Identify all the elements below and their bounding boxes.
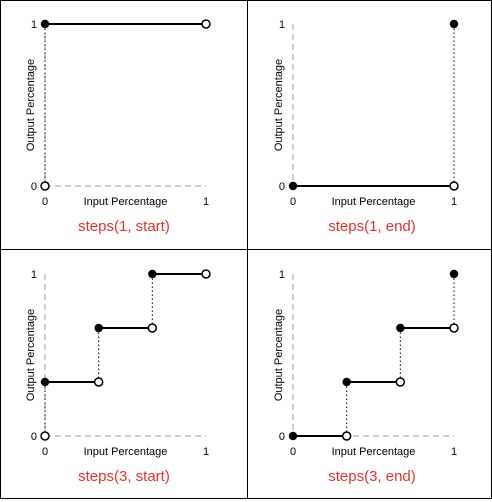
- closed-endpoint: [288, 431, 298, 441]
- x-axis-label: Input Percentage: [332, 446, 416, 458]
- x-tick-min: 0: [290, 196, 296, 208]
- closed-endpoint: [148, 269, 157, 279]
- x-tick-min: 0: [42, 196, 48, 208]
- y-axis-label: Output Percentage: [25, 59, 37, 151]
- x-tick-max: 1: [203, 446, 209, 458]
- panel-caption: steps(1, end): [328, 218, 416, 235]
- y-tick-max: 1: [279, 19, 285, 31]
- y-tick-min: 0: [31, 181, 37, 193]
- open-endpoint: [341, 431, 352, 441]
- y-axis-label: Output Percentage: [273, 59, 285, 151]
- closed-endpoint: [342, 377, 351, 387]
- y-axis-label: Output Percentage: [25, 309, 37, 401]
- x-tick-max: 1: [451, 446, 457, 458]
- open-endpoint: [449, 323, 459, 333]
- closed-endpoint: [40, 19, 50, 29]
- closed-endpoint: [449, 19, 459, 29]
- closed-endpoint: [396, 323, 405, 333]
- open-endpoint: [40, 181, 50, 191]
- x-tick-max: 1: [203, 196, 209, 208]
- x-axis-label: Input Percentage: [84, 196, 168, 208]
- x-axis-label: Input Percentage: [332, 196, 416, 208]
- panel-1: 1 00 1 Input Percentage Output Percentage ste…: [25, 19, 211, 235]
- closed-endpoint: [94, 323, 103, 333]
- panel-2: 1 00 1 Input Percentage Output Percentage ste…: [273, 19, 459, 235]
- closed-endpoint: [449, 269, 459, 279]
- y-axis-label: Output Percentage: [273, 309, 285, 401]
- panel-caption: steps(1, start): [78, 218, 170, 235]
- open-endpoint: [93, 377, 104, 387]
- panel-caption: steps(3, start): [78, 468, 170, 485]
- y-tick-min: 0: [279, 181, 285, 193]
- closed-endpoint: [40, 377, 50, 387]
- open-endpoint: [147, 323, 158, 333]
- y-tick-min: 0: [279, 431, 285, 443]
- x-tick-min: 0: [290, 446, 296, 458]
- x-tick-min: 0: [42, 446, 48, 458]
- y-tick-max: 1: [279, 269, 285, 281]
- panel-3: 1 00 1 Input Percentage Output Percentage ste…: [25, 269, 211, 485]
- open-endpoint: [40, 431, 50, 441]
- open-endpoint: [201, 19, 211, 29]
- x-axis-label: Input Percentage: [84, 446, 168, 458]
- x-tick-max: 1: [451, 196, 457, 208]
- open-endpoint: [395, 377, 406, 387]
- y-tick-min: 0: [31, 431, 37, 443]
- closed-endpoint: [288, 181, 298, 191]
- y-tick-max: 1: [31, 19, 37, 31]
- open-endpoint: [449, 181, 459, 191]
- panel-caption: steps(3, end): [328, 468, 416, 485]
- panel-4: 1 00 1 Input Percentage Output Percentage ste…: [273, 269, 459, 485]
- open-endpoint: [201, 269, 211, 279]
- y-tick-max: 1: [31, 269, 37, 281]
